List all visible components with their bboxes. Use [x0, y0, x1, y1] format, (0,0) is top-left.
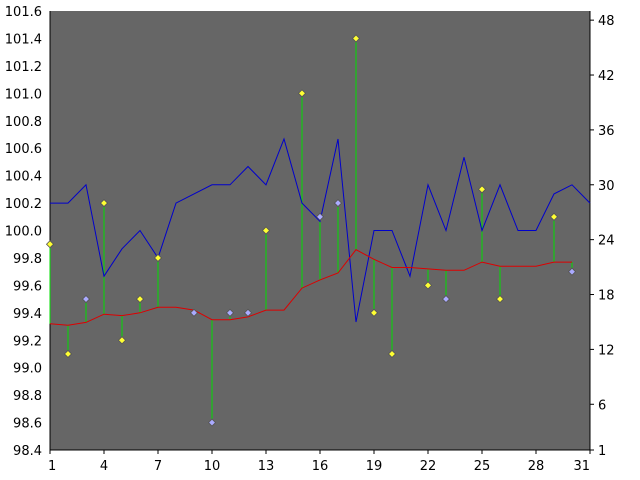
data-point-marker	[441, 295, 451, 304]
data-point-marker	[225, 308, 235, 317]
y-left-tick-label: 101.0	[5, 87, 42, 102]
y-right-tick-label: 18	[598, 289, 615, 304]
y-right-tick-label: 30	[598, 179, 615, 194]
x-tick-label: 13	[258, 459, 275, 474]
data-point-marker	[63, 349, 73, 359]
y-left-tick-label: 98.4	[13, 444, 42, 459]
data-point-marker	[189, 308, 199, 317]
markers	[45, 34, 577, 427]
data-point-marker	[153, 253, 163, 263]
x-tick-label: 19	[366, 459, 383, 474]
data-point-marker	[387, 349, 397, 359]
y-left-tick-label: 99.0	[13, 362, 42, 377]
data-point-marker	[495, 295, 505, 304]
y-left-tick-label: 98.6	[13, 417, 42, 432]
y-left-tick-label: 101.2	[5, 60, 42, 75]
series-lines	[49, 137, 591, 326]
y-left-tick-label: 99.2	[13, 334, 42, 349]
y-right-tick-label: 12	[598, 343, 615, 358]
data-point-marker	[369, 308, 379, 317]
data-point-marker	[351, 34, 361, 43]
y-left-tick-label: 100.2	[5, 197, 42, 212]
data-point-marker	[297, 89, 307, 98]
x-tick-label: 7	[154, 459, 162, 474]
data-point-marker	[45, 240, 55, 249]
y-left-tick-label: 100.6	[5, 142, 42, 157]
data-point-marker	[549, 212, 559, 221]
data-point-marker	[315, 212, 325, 221]
data-point-marker	[135, 295, 145, 304]
y-left-tick-label: 99.4	[13, 307, 42, 322]
y-right-tick-label: 48	[598, 14, 615, 29]
y-right-tick-label: 42	[598, 69, 615, 84]
y-left-tick-label: 99.6	[13, 279, 42, 294]
y-right-tick-label: 24	[598, 234, 615, 249]
data-point-marker	[243, 308, 253, 317]
x-tick-label: 22	[420, 459, 437, 474]
data-point-marker	[117, 336, 127, 345]
y-left-tick-label: 100.0	[5, 225, 42, 240]
y-left-tick-label: 101.4	[5, 32, 42, 47]
y-left-tick-label: 99.8	[13, 252, 42, 267]
y-right-tick-label: 1	[598, 444, 606, 459]
data-point-marker	[99, 198, 109, 208]
data-point-marker	[81, 295, 91, 304]
data-point-marker	[207, 418, 217, 427]
data-point-marker	[567, 267, 577, 276]
x-tick-label: 28	[528, 459, 545, 474]
data-point-marker	[261, 226, 271, 235]
x-tick-label: 16	[312, 459, 329, 474]
data-point-marker	[333, 198, 343, 208]
y-left-tick-label: 98.8	[13, 389, 42, 404]
data-point-marker	[423, 281, 433, 290]
y-left-tick-label: 100.4	[5, 170, 42, 185]
data-point-marker	[477, 185, 487, 194]
x-tick-label: 25	[474, 459, 491, 474]
x-tick-label: 1	[48, 459, 56, 474]
series-line-dd0000	[49, 249, 572, 326]
axes: 98.4 98.6 98.8 99.0 99.2 99.4 99.6 99.8 100.0 100…	[5, 5, 615, 474]
x-tick-label: 10	[204, 459, 221, 474]
series-line-0000cc	[50, 137, 591, 323]
x-tick-label: 31	[573, 459, 590, 474]
y-left-tick-label: 100.8	[5, 115, 42, 130]
x-tick-label: 4	[100, 459, 108, 474]
y-right-tick-label: 36	[598, 124, 615, 139]
y-left-tick-label: 101.6	[5, 5, 42, 20]
y-right-tick-label: 6	[598, 398, 606, 413]
